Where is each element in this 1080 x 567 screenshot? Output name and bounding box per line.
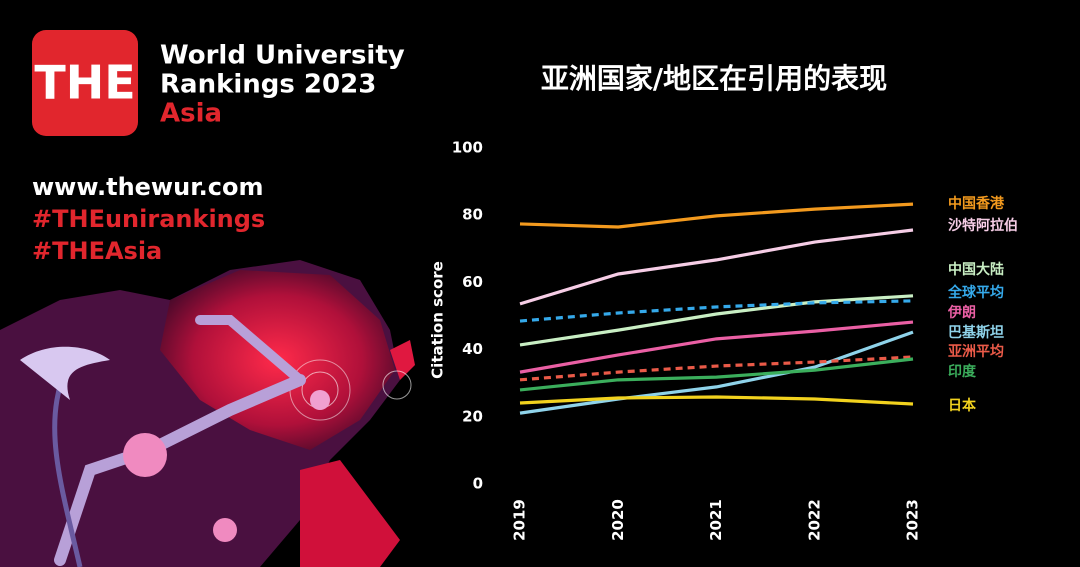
legend-label: 伊朗 (947, 304, 976, 321)
line (519, 202, 914, 229)
logo-text: THE (34, 56, 135, 110)
logo-box (32, 30, 138, 136)
legend-label: 中国大陆 (948, 261, 1004, 278)
legend-label: 巴基斯坦 (948, 324, 1004, 341)
y-tick-label: 100 (452, 139, 483, 157)
legend-label: 日本 (948, 397, 977, 414)
line (519, 330, 914, 415)
x-tick-label: 2023 (904, 499, 922, 541)
line (519, 294, 914, 347)
line (519, 395, 914, 406)
y-tick-label: 20 (462, 407, 483, 425)
hashtag: #THEAsia (32, 237, 162, 265)
y-tick-label: 40 (462, 340, 483, 358)
legend-label: 沙特阿拉伯 (948, 217, 1018, 234)
y-tick-label: 80 (462, 206, 483, 224)
line (519, 320, 914, 374)
x-tick-label: 2022 (805, 499, 823, 541)
brand-region: Asia (160, 99, 222, 129)
line (519, 357, 914, 392)
x-tick-label: 2019 (511, 499, 529, 541)
brand-title: Rankings 2023 (160, 70, 376, 100)
legend-label: 印度 (948, 363, 977, 380)
x-tick-label: 2020 (609, 499, 627, 541)
legend-label: 全球平均 (947, 284, 1004, 301)
line (519, 355, 914, 382)
y-tick-label: 0 (473, 475, 483, 493)
website: www.thewur.com (32, 173, 263, 201)
legend-label: 中国香港 (948, 195, 1005, 212)
illustration (0, 260, 415, 567)
y-tick-label: 60 (462, 273, 483, 291)
line (519, 228, 914, 306)
line (519, 299, 914, 323)
y-axis-label: Citation score (429, 261, 447, 379)
x-tick-label: 2021 (707, 499, 725, 541)
hashtag: #THEunirankings (32, 205, 265, 233)
legend-label: 亚洲平均 (948, 343, 1004, 360)
chart-title: 亚洲国家/地区在引用的表现 (541, 62, 887, 95)
brand-title: World University (160, 41, 405, 71)
